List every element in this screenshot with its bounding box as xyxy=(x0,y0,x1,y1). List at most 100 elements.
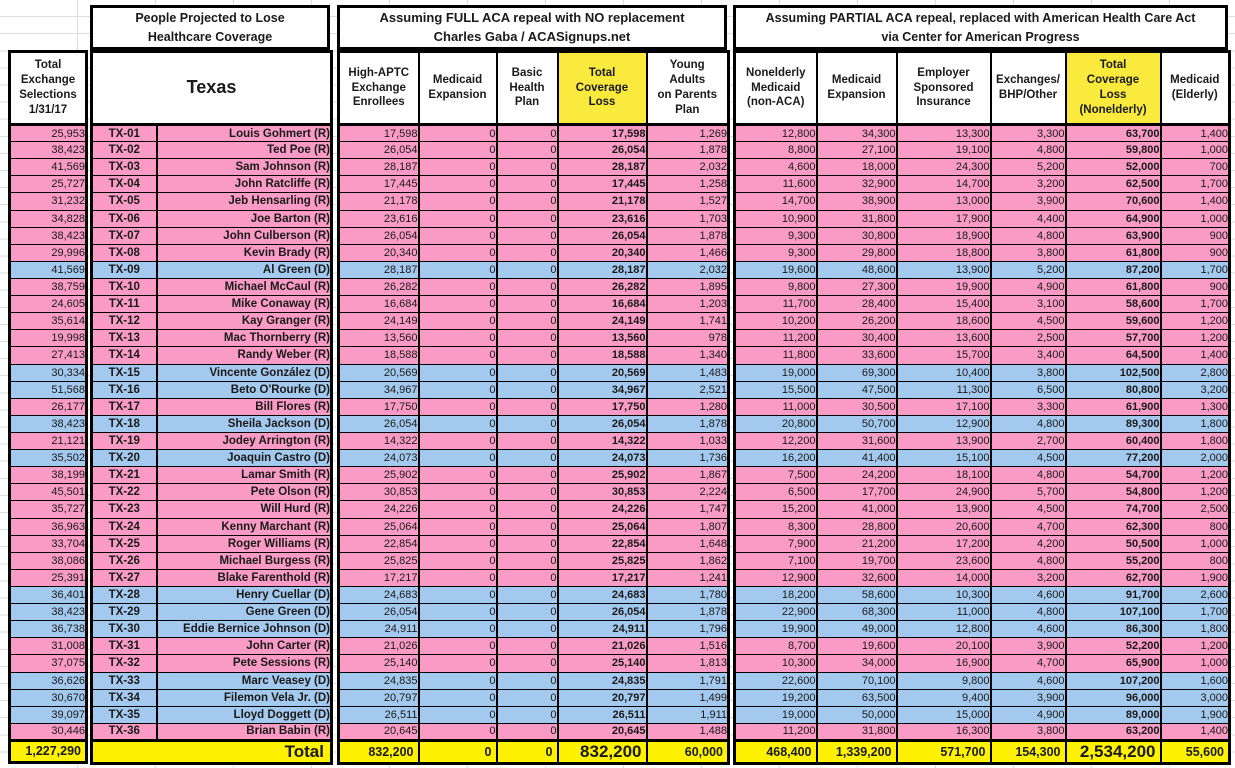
exchanges-bhp-cell[interactable]: 3,400 xyxy=(989,346,1067,365)
medicaid-elderly-cell[interactable]: 1,200 xyxy=(1159,329,1231,348)
representative-cell[interactable]: Mike Conaway (R) xyxy=(155,295,333,314)
exchanges-bhp-cell[interactable]: 4,800 xyxy=(989,414,1067,433)
medicaid-elderly-cell[interactable]: 800 xyxy=(1159,551,1231,570)
medicaid-expansion-cell[interactable]: 0 xyxy=(417,346,498,365)
young-adults-cell[interactable]: 1,527 xyxy=(645,192,730,211)
basic-health-plan-cell[interactable]: 0 xyxy=(495,209,559,228)
young-adults-cell[interactable]: 1,203 xyxy=(645,295,730,314)
nonelderly-medicaid-cell[interactable]: 8,300 xyxy=(733,517,818,536)
medicaid-elderly-cell[interactable]: 1,700 xyxy=(1159,603,1231,622)
total-coverage-loss-cell[interactable]: 25,825 xyxy=(556,551,648,570)
young-adults-cell[interactable]: 1,269 xyxy=(645,123,730,143)
young-adults-cell[interactable]: 2,032 xyxy=(645,260,730,279)
medicaid-expansion-cell[interactable]: 30,400 xyxy=(815,329,898,348)
employer-insurance-cell[interactable]: 16,900 xyxy=(895,654,992,673)
total-coverage-loss-cell[interactable]: 25,902 xyxy=(556,466,648,485)
nonelderly-medicaid-cell[interactable]: 19,000 xyxy=(733,705,818,724)
aptc-enrollees-cell[interactable]: 14,322 xyxy=(337,431,420,451)
total-loss-nonelderly-cell[interactable]: 89,000 xyxy=(1064,705,1162,724)
district-cell[interactable]: TX-29 xyxy=(90,603,158,622)
total-young-adults[interactable]: 60,000 xyxy=(645,738,730,764)
young-adults-cell[interactable]: 1,280 xyxy=(645,397,730,416)
exchange-selections-cell[interactable]: 30,446 xyxy=(8,722,88,741)
employer-insurance-cell[interactable]: 13,000 xyxy=(895,192,992,211)
employer-insurance-cell[interactable]: 16,300 xyxy=(895,722,992,741)
nonelderly-medicaid-cell[interactable]: 10,200 xyxy=(733,312,818,331)
aptc-enrollees-cell[interactable]: 17,217 xyxy=(337,568,420,587)
exchanges-bhp-cell[interactable]: 3,200 xyxy=(989,568,1067,587)
young-adults-cell[interactable]: 1,911 xyxy=(645,705,730,724)
total-coverage-loss-cell[interactable]: 26,054 xyxy=(556,226,648,245)
medicaid-expansion-cell[interactable]: 30,800 xyxy=(815,226,898,245)
medicaid-expansion-cell[interactable]: 28,800 xyxy=(815,517,898,536)
nonelderly-medicaid-cell[interactable]: 11,600 xyxy=(733,175,818,194)
basic-health-plan-cell[interactable]: 0 xyxy=(495,466,559,485)
nonelderly-medicaid-cell[interactable]: 12,900 xyxy=(733,568,818,587)
young-adults-cell[interactable]: 1,741 xyxy=(645,312,730,331)
exchanges-bhp-cell[interactable]: 5,200 xyxy=(989,158,1067,177)
employer-insurance-cell[interactable]: 9,400 xyxy=(895,688,992,707)
total-coverage-loss-cell[interactable]: 20,340 xyxy=(556,243,648,262)
medicaid-elderly-cell[interactable]: 1,400 xyxy=(1159,346,1231,365)
total-coverage-loss-cell[interactable]: 17,750 xyxy=(556,397,648,416)
district-cell[interactable]: TX-10 xyxy=(90,277,158,297)
medicaid-expansion-cell[interactable]: 0 xyxy=(417,551,498,570)
employer-insurance-cell[interactable]: 13,300 xyxy=(895,123,992,143)
basic-health-plan-cell[interactable]: 0 xyxy=(495,500,559,519)
young-adults-cell[interactable]: 1,878 xyxy=(645,603,730,622)
aptc-enrollees-cell[interactable]: 28,187 xyxy=(337,158,420,177)
total-loss-nonelderly-cell[interactable]: 96,000 xyxy=(1064,688,1162,707)
exchange-selections-cell[interactable]: 51,568 xyxy=(8,380,88,399)
aptc-enrollees-cell[interactable]: 21,178 xyxy=(337,192,420,211)
employer-insurance-cell[interactable]: 10,400 xyxy=(895,363,992,382)
medicaid-expansion-cell[interactable]: 27,300 xyxy=(815,277,898,297)
exchanges-bhp-cell[interactable]: 3,100 xyxy=(989,295,1067,314)
nonelderly-medicaid-cell[interactable]: 20,800 xyxy=(733,414,818,433)
total-loss-nonelderly-cell[interactable]: 64,500 xyxy=(1064,346,1162,365)
medicaid-expansion-cell[interactable]: 0 xyxy=(417,397,498,416)
aptc-enrollees-cell[interactable]: 20,797 xyxy=(337,688,420,707)
young-adults-cell[interactable]: 1,241 xyxy=(645,568,730,587)
nonelderly-medicaid-cell[interactable]: 19,900 xyxy=(733,620,818,639)
medicaid-elderly-cell[interactable]: 1,400 xyxy=(1159,722,1231,741)
medicaid-elderly-cell[interactable]: 2,800 xyxy=(1159,363,1231,382)
medicaid-expansion-cell[interactable]: 0 xyxy=(417,534,498,553)
total-loss-nonelderly-cell[interactable]: 50,500 xyxy=(1064,534,1162,553)
young-adults-cell[interactable]: 1,878 xyxy=(645,141,730,160)
exchanges-bhp-cell[interactable]: 5,200 xyxy=(989,260,1067,279)
medicaid-expansion-cell[interactable]: 0 xyxy=(417,603,498,622)
young-adults-cell[interactable]: 1,862 xyxy=(645,551,730,570)
nonelderly-medicaid-cell[interactable]: 12,800 xyxy=(733,123,818,143)
total-loss-nonelderly-cell[interactable]: 64,900 xyxy=(1064,209,1162,228)
exchanges-bhp-cell[interactable]: 3,900 xyxy=(989,637,1067,656)
exchange-selections-cell[interactable]: 24,605 xyxy=(8,295,88,314)
employer-insurance-cell[interactable]: 13,600 xyxy=(895,329,992,348)
employer-insurance-cell[interactable]: 20,600 xyxy=(895,517,992,536)
medicaid-expansion-cell[interactable]: 0 xyxy=(417,705,498,724)
aptc-enrollees-cell[interactable]: 24,683 xyxy=(337,585,420,605)
young-adults-cell[interactable]: 1,878 xyxy=(645,226,730,245)
district-cell[interactable]: TX-35 xyxy=(90,705,158,724)
total-employer-insurance[interactable]: 571,700 xyxy=(895,738,992,764)
basic-health-plan-cell[interactable]: 0 xyxy=(495,175,559,194)
exchanges-bhp-cell[interactable]: 5,700 xyxy=(989,483,1067,502)
basic-health-plan-cell[interactable]: 0 xyxy=(495,158,559,177)
district-cell[interactable]: TX-25 xyxy=(90,534,158,553)
representative-cell[interactable]: Roger Williams (R) xyxy=(155,534,333,553)
basic-health-plan-cell[interactable]: 0 xyxy=(495,585,559,605)
district-cell[interactable]: TX-20 xyxy=(90,449,158,468)
district-cell[interactable]: TX-11 xyxy=(90,295,158,314)
total-coverage-loss[interactable]: 832,200 xyxy=(556,738,648,764)
young-adults-cell[interactable]: 1,780 xyxy=(645,585,730,605)
employer-insurance-cell[interactable]: 17,900 xyxy=(895,209,992,228)
total-loss-nonelderly-cell[interactable]: 60,400 xyxy=(1064,431,1162,451)
young-adults-cell[interactable]: 1,867 xyxy=(645,466,730,485)
medicaid-expansion-cell[interactable]: 19,700 xyxy=(815,551,898,570)
total-aptc-enrollees[interactable]: 832,200 xyxy=(337,738,420,764)
employer-insurance-cell[interactable]: 15,400 xyxy=(895,295,992,314)
exchanges-bhp-cell[interactable]: 3,200 xyxy=(989,175,1067,194)
aptc-enrollees-cell[interactable]: 30,853 xyxy=(337,483,420,502)
medicaid-expansion-cell[interactable]: 47,500 xyxy=(815,380,898,399)
young-adults-cell[interactable]: 1,703 xyxy=(645,209,730,228)
young-adults-cell[interactable]: 1,499 xyxy=(645,688,730,707)
